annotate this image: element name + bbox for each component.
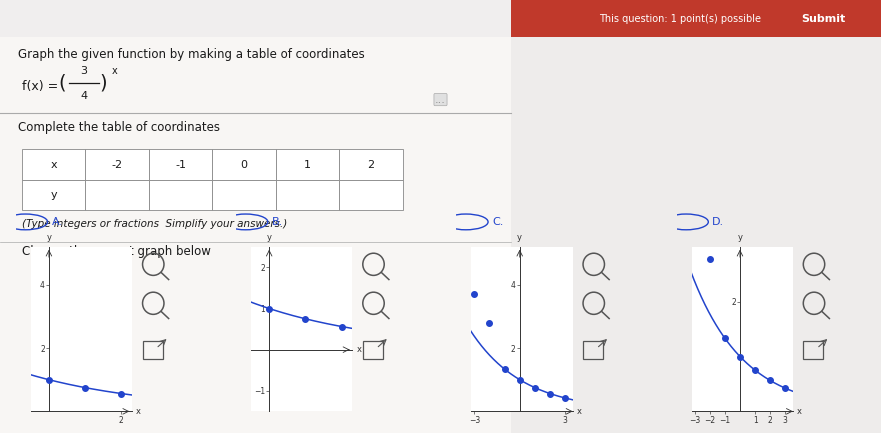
Text: (Type integers or fractions  Simplify your answers.): (Type integers or fractions Simplify you…: [22, 219, 287, 229]
FancyBboxPatch shape: [85, 149, 149, 180]
Text: y: y: [267, 233, 271, 242]
FancyBboxPatch shape: [511, 37, 881, 433]
Text: (: (: [58, 74, 65, 93]
Point: [467, 291, 481, 297]
Point: [498, 366, 512, 373]
Text: Submit: Submit: [802, 13, 846, 24]
Text: Complete the table of coordinates: Complete the table of coordinates: [18, 121, 219, 134]
Point: [733, 353, 747, 360]
Text: x: x: [50, 159, 57, 170]
Text: Choose the correct graph below: Choose the correct graph below: [22, 245, 211, 258]
Point: [763, 377, 777, 384]
Text: y: y: [517, 233, 522, 242]
Point: [558, 394, 572, 401]
Point: [263, 305, 277, 312]
Point: [543, 390, 557, 397]
FancyBboxPatch shape: [149, 180, 212, 210]
FancyBboxPatch shape: [212, 149, 276, 180]
FancyBboxPatch shape: [22, 149, 85, 180]
Text: C.: C.: [492, 217, 503, 227]
Point: [778, 385, 792, 392]
Text: 3: 3: [80, 66, 87, 76]
Point: [335, 323, 349, 330]
Text: This question: 1 point(s) possible: This question: 1 point(s) possible: [599, 13, 761, 24]
Point: [483, 320, 497, 327]
Text: -2: -2: [112, 159, 122, 170]
Text: x: x: [357, 345, 361, 354]
Text: ...: ...: [435, 94, 446, 105]
FancyBboxPatch shape: [212, 180, 276, 210]
Point: [78, 384, 93, 391]
Text: 4: 4: [80, 91, 87, 101]
Point: [42, 376, 56, 383]
Text: 2: 2: [367, 159, 374, 170]
Text: -1: -1: [175, 159, 186, 170]
Text: A.: A.: [51, 217, 63, 227]
Point: [528, 384, 542, 391]
FancyBboxPatch shape: [276, 149, 339, 180]
FancyBboxPatch shape: [339, 149, 403, 180]
Point: [299, 315, 313, 322]
Text: Graph the given function by making a table of coordinates: Graph the given function by making a tab…: [18, 48, 365, 61]
FancyBboxPatch shape: [276, 180, 339, 210]
FancyBboxPatch shape: [85, 180, 149, 210]
FancyBboxPatch shape: [339, 180, 403, 210]
Text: x: x: [577, 407, 581, 416]
Point: [748, 367, 762, 374]
Text: y: y: [50, 190, 57, 200]
Point: [703, 255, 717, 262]
Text: y: y: [737, 233, 743, 242]
Point: [718, 335, 732, 342]
FancyBboxPatch shape: [149, 149, 212, 180]
Text: x: x: [137, 407, 141, 416]
Text: f(x) =: f(x) =: [22, 80, 58, 93]
Text: x: x: [797, 407, 802, 416]
FancyBboxPatch shape: [22, 180, 85, 210]
Point: [513, 376, 527, 383]
Text: 0: 0: [241, 159, 248, 170]
Text: x: x: [112, 66, 118, 76]
FancyBboxPatch shape: [0, 37, 511, 433]
Text: ): ): [100, 74, 107, 93]
Text: B.: B.: [271, 217, 283, 227]
Text: y: y: [47, 233, 51, 242]
Point: [115, 390, 129, 397]
Text: D.: D.: [712, 217, 724, 227]
FancyBboxPatch shape: [511, 0, 881, 37]
Text: 1: 1: [304, 159, 311, 170]
